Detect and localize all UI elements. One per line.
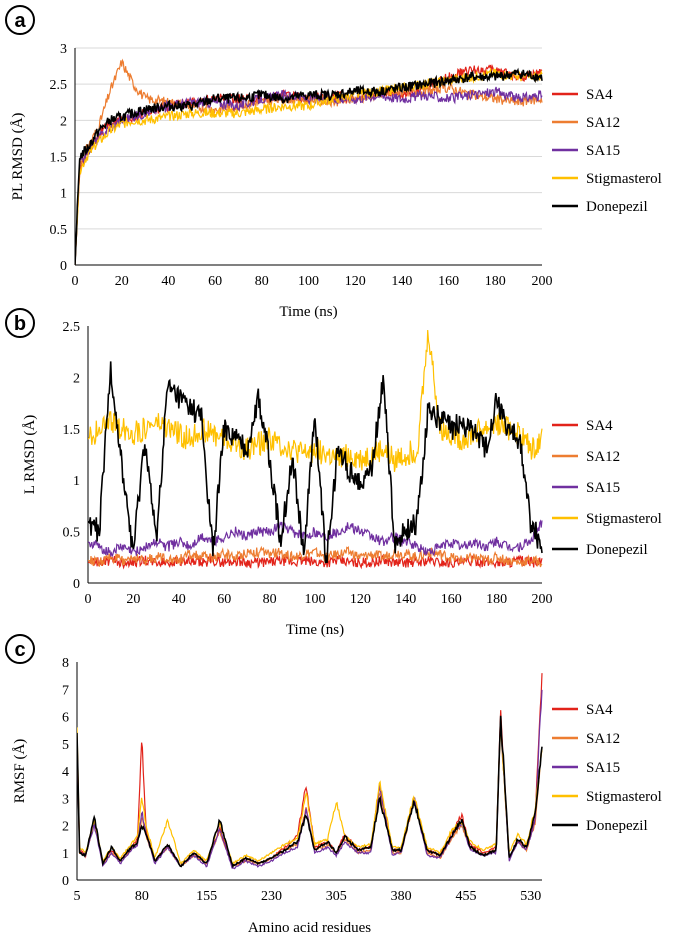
series-line-stigmasterol bbox=[88, 329, 543, 472]
series-line-sa12 bbox=[88, 545, 543, 568]
panel-c: c 0 1 2 3 4 5 6 7 8 5 80 155 230 305 380 455 530 Amino aci… bbox=[5, 634, 662, 936]
y-tick-label: 5 bbox=[62, 738, 69, 753]
x-tick-label: 120 bbox=[345, 274, 366, 289]
x-axis-label: Time (ns) bbox=[286, 622, 344, 638]
y-tick-label: 3 bbox=[60, 42, 67, 57]
series-line-sa4 bbox=[88, 553, 543, 570]
x-tick-label: 380 bbox=[391, 889, 412, 904]
legend-label-sa15: SA15 bbox=[586, 480, 620, 496]
legend-label-sa12: SA12 bbox=[586, 115, 620, 131]
y-tick-label: 1 bbox=[62, 847, 69, 862]
y-tick-label: 0.5 bbox=[63, 526, 81, 541]
panel-b: b 0 0.5 1 1.5 2 2.5 0 20 40 60 80 100 120 140 160 180 200… bbox=[5, 308, 662, 638]
x-axis-label: Amino acid residues bbox=[248, 920, 371, 936]
y-tick-label: 0 bbox=[62, 874, 69, 889]
x-tick-label: 100 bbox=[305, 592, 326, 607]
y-tick-label: 1 bbox=[73, 474, 80, 489]
x-tick-label: 5 bbox=[74, 889, 81, 904]
y-axis-label: PL RMSD (Å) bbox=[10, 113, 26, 201]
y-tick-label: 2.5 bbox=[50, 78, 68, 93]
y-tick-label: 0 bbox=[73, 577, 80, 592]
x-tick-label: 200 bbox=[532, 274, 553, 289]
x-tick-label: 160 bbox=[438, 274, 459, 289]
legend-label-sa4: SA4 bbox=[586, 418, 613, 434]
x-tick-label: 20 bbox=[115, 274, 129, 289]
legend-label-donepezil: Donepezil bbox=[586, 542, 648, 558]
legend-label-sa15: SA15 bbox=[586, 760, 620, 776]
series-line-sa15 bbox=[88, 519, 543, 558]
series-line-donepezil bbox=[88, 361, 543, 564]
series-line-stigmasterol bbox=[77, 727, 543, 866]
x-tick-label: 530 bbox=[520, 889, 541, 904]
panel-b-badge bbox=[5, 308, 35, 338]
y-tick-label: 1.5 bbox=[50, 151, 68, 166]
panel-a-label: a bbox=[14, 10, 26, 32]
y-tick-label: 8 bbox=[62, 656, 69, 671]
x-tick-label: 180 bbox=[486, 592, 507, 607]
panel-a: a 0 0.5 1 1.5 2 2.5 3 0 20 40 60 80 100 120 140 160 180 20… bbox=[5, 5, 662, 320]
x-tick-label: 140 bbox=[391, 274, 412, 289]
x-tick-label: 80 bbox=[135, 889, 149, 904]
x-tick-label: 100 bbox=[298, 274, 319, 289]
x-tick-label: 40 bbox=[172, 592, 186, 607]
legend-label-stigmasterol: Stigmasterol bbox=[586, 171, 662, 187]
legend-label-sa15: SA15 bbox=[586, 143, 620, 159]
x-tick-label: 120 bbox=[350, 592, 371, 607]
x-tick-label: 230 bbox=[261, 889, 282, 904]
x-tick-label: 140 bbox=[395, 592, 416, 607]
y-tick-label: 6 bbox=[62, 711, 69, 726]
x-tick-label: 155 bbox=[196, 889, 217, 904]
y-tick-label: 2.5 bbox=[63, 320, 81, 335]
y-axis-label: L RMSD (Å) bbox=[22, 415, 38, 494]
x-axis-label: Time (ns) bbox=[279, 304, 337, 320]
panel-c-badge bbox=[5, 634, 35, 664]
x-tick-label: 20 bbox=[126, 592, 140, 607]
y-tick-label: 0 bbox=[60, 259, 67, 274]
series-line-donepezil bbox=[77, 715, 543, 869]
x-tick-label: 160 bbox=[441, 592, 462, 607]
y-tick-label: 2 bbox=[73, 371, 80, 386]
x-tick-label: 200 bbox=[532, 592, 553, 607]
panel-b-label: b bbox=[14, 313, 26, 335]
y-tick-label: 7 bbox=[62, 683, 69, 698]
legend-label-sa12: SA12 bbox=[586, 449, 620, 465]
legend-label-stigmasterol: Stigmasterol bbox=[586, 511, 662, 527]
x-tick-label: 40 bbox=[161, 274, 175, 289]
legend-label-stigmasterol: Stigmasterol bbox=[586, 789, 662, 805]
y-axis-label: RMSF (Å) bbox=[12, 739, 28, 804]
legend-label-sa4: SA4 bbox=[586, 702, 613, 718]
legend-label-donepezil: Donepezil bbox=[586, 818, 648, 834]
panel-c-label: c bbox=[14, 639, 25, 661]
series-line-sa12 bbox=[75, 58, 543, 265]
x-tick-label: 180 bbox=[485, 274, 506, 289]
x-tick-label: 0 bbox=[85, 592, 92, 607]
panel-a-badge bbox=[5, 5, 35, 35]
x-tick-label: 60 bbox=[217, 592, 231, 607]
legend-label-donepezil: Donepezil bbox=[586, 199, 648, 215]
x-tick-label: 305 bbox=[326, 889, 347, 904]
x-tick-label: 80 bbox=[255, 274, 269, 289]
x-tick-label: 80 bbox=[263, 592, 277, 607]
x-tick-label: 60 bbox=[208, 274, 222, 289]
y-tick-label: 3 bbox=[62, 792, 69, 807]
x-tick-label: 0 bbox=[72, 274, 79, 289]
legend-label-sa12: SA12 bbox=[586, 731, 620, 747]
y-tick-label: 4 bbox=[62, 765, 69, 780]
y-tick-label: 0.5 bbox=[50, 223, 68, 238]
series-line-stigmasterol bbox=[75, 67, 543, 265]
y-tick-label: 2 bbox=[60, 114, 67, 129]
legend-label-sa4: SA4 bbox=[586, 87, 613, 103]
y-tick-label: 1.5 bbox=[63, 423, 81, 438]
series-line-donepezil bbox=[75, 67, 543, 265]
x-tick-label: 455 bbox=[455, 889, 476, 904]
y-tick-label: 1 bbox=[60, 187, 67, 202]
y-tick-label: 2 bbox=[62, 820, 69, 835]
